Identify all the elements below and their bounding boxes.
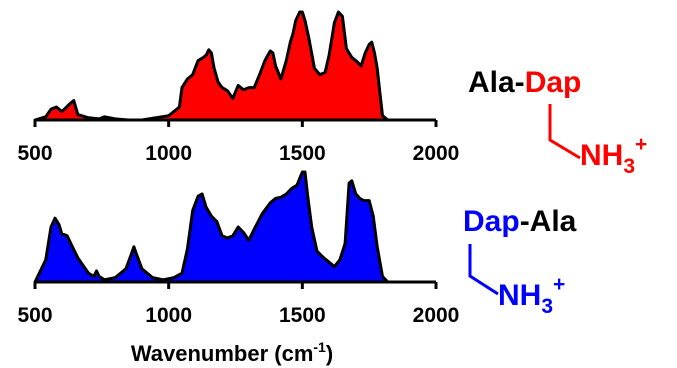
molecule-top-name: Dap bbox=[525, 66, 582, 99]
svg-text:Dap-Ala: Dap-Ala bbox=[463, 205, 577, 238]
molecule-bottom-suffix: -Ala bbox=[520, 205, 577, 238]
molecule-bottom-nh: NH bbox=[498, 279, 541, 312]
x-tick-label: 500 bbox=[17, 304, 52, 327]
x-tick-label: 1000 bbox=[145, 142, 192, 165]
molecule-bottom-bond bbox=[468, 244, 499, 296]
x-tick-label: 1500 bbox=[279, 304, 326, 327]
molecule-bottom-name: Dap bbox=[463, 205, 520, 238]
spectrum-panel-top: 500 1000 1500 2000 bbox=[17, 10, 459, 165]
x-tick-label: 1000 bbox=[145, 304, 192, 327]
x-tick-label: 1500 bbox=[279, 142, 326, 165]
molecule-top-bond bbox=[548, 104, 581, 160]
x-axis-title: Wavenumber (cm-1) bbox=[131, 339, 333, 366]
molecule-label-bottom: Dap-Ala NH3+ bbox=[463, 205, 577, 318]
x-tick-label: 2000 bbox=[413, 304, 460, 327]
x-ticks-top: 500 1000 1500 2000 bbox=[17, 120, 459, 165]
svg-text:Ala-Dap: Ala-Dap bbox=[468, 66, 581, 99]
x-ticks-bottom: 500 1000 1500 2000 bbox=[17, 282, 459, 327]
svg-text:NH3+: NH3+ bbox=[580, 133, 647, 178]
spectrum-area-top bbox=[33, 10, 390, 122]
molecule-top-sub: 3 bbox=[623, 155, 635, 178]
x-tick-label: 2000 bbox=[413, 142, 460, 165]
molecule-label-top: Ala-Dap NH3+ bbox=[468, 66, 647, 178]
molecule-top-sup: + bbox=[635, 133, 647, 156]
x-tick-label: 500 bbox=[17, 142, 52, 165]
spectrum-panel-bottom: 500 1000 1500 2000 bbox=[17, 170, 459, 327]
svg-text:NH3+: NH3+ bbox=[498, 273, 565, 318]
molecule-top-prefix: Ala- bbox=[468, 66, 525, 99]
molecule-bottom-sup: + bbox=[553, 273, 565, 296]
spectrum-area-bottom bbox=[33, 170, 390, 284]
molecule-top-nh: NH bbox=[580, 139, 623, 172]
axis-unit-superscript: -1 bbox=[313, 339, 326, 355]
molecule-bottom-sub: 3 bbox=[541, 295, 553, 318]
